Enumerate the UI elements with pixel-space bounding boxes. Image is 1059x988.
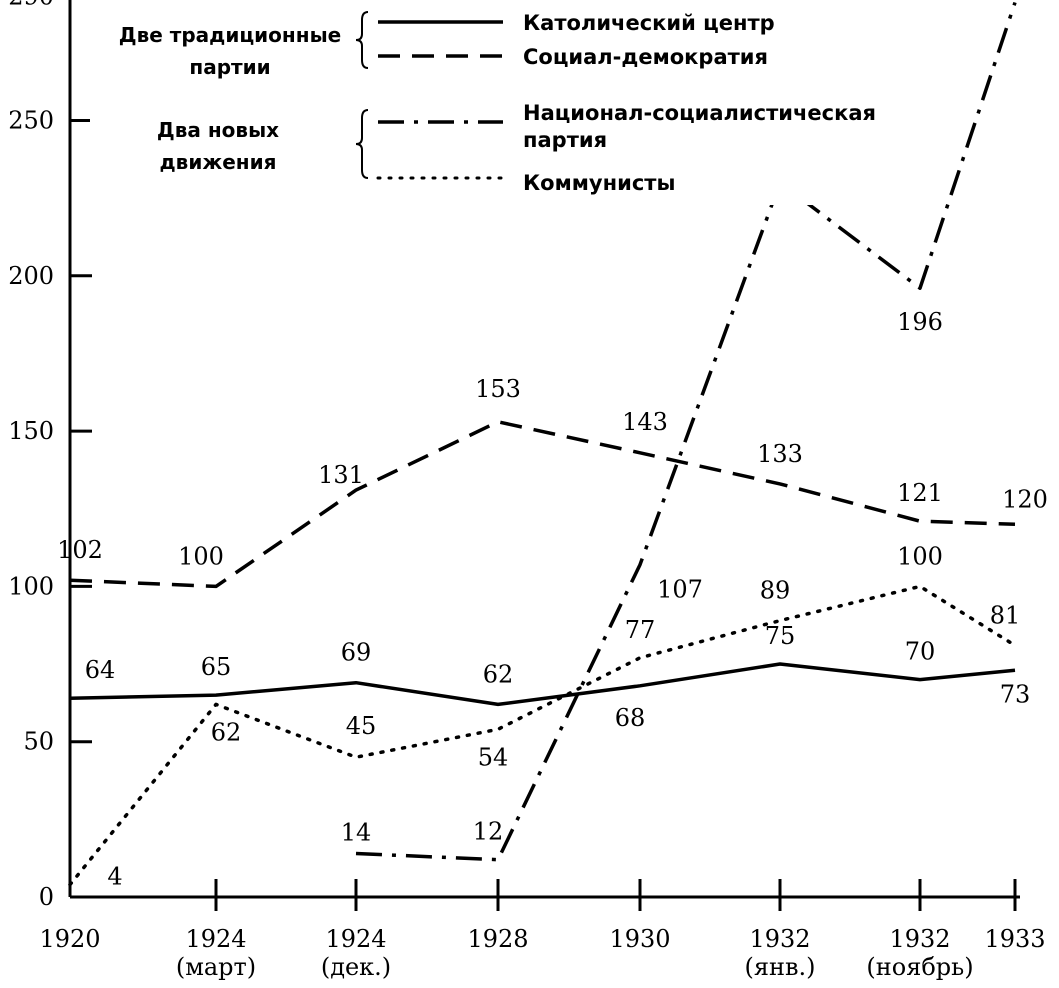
x-tick-label: 1932 <box>889 925 950 953</box>
x-tick-label: 1928 <box>467 925 528 953</box>
series-line-social-democracy <box>69 420 1016 589</box>
legend: Католический центр Социал-демократия Нацио… <box>90 0 930 205</box>
legend-brace <box>355 109 369 179</box>
data-label-catholic-center: 69 <box>341 639 372 667</box>
y-tick-label: 150 <box>8 417 54 445</box>
data-label-social-democracy: 102 <box>57 536 103 564</box>
legend-group-label: движения <box>160 150 277 174</box>
data-label-catholic-center: 64 <box>85 656 116 684</box>
legend-group-label: Две традиционные <box>119 23 341 47</box>
x-tick-sublabel: (март) <box>176 953 256 981</box>
data-label-social-democracy: 131 <box>318 461 364 489</box>
y-tick-label: 250 <box>8 107 54 135</box>
x-tick-label: 1932 <box>749 925 810 953</box>
data-label-communists: 89 <box>760 577 791 605</box>
y-tick-label: 290 <box>8 0 54 10</box>
legend-label-catholic-center: Католический центр <box>523 11 775 35</box>
legend-label-social-democracy: Социал-демократия <box>523 45 768 69</box>
x-tick-sublabel: (дек.) <box>321 953 391 981</box>
data-label-nsdap: 107 <box>657 576 703 604</box>
legend-label-communists: Коммунисты <box>523 171 675 195</box>
data-label-social-democracy: 120 <box>1002 485 1048 513</box>
data-label-social-democracy: 153 <box>475 375 521 403</box>
series-line-nsdap <box>355 1 1017 862</box>
data-label-communists: 77 <box>625 616 656 644</box>
data-labels: 64 65 69 62 68 75 70 73 102 100 131 153 143 133 121 120… <box>57 142 1048 891</box>
y-tick-label: 100 <box>8 572 54 600</box>
x-tick-sublabel: (ноябрь) <box>866 953 973 981</box>
x-tick-label: 1933 <box>984 925 1045 953</box>
data-label-social-democracy: 121 <box>897 479 943 507</box>
y-tick-label: 50 <box>23 728 54 756</box>
data-label-catholic-center: 75 <box>765 622 796 650</box>
legend-label-nsdap: партия <box>523 128 607 152</box>
legend-group-label: Два новых <box>157 118 279 142</box>
data-label-nsdap: 14 <box>341 819 372 847</box>
legend-group-label: партии <box>189 55 270 79</box>
data-label-catholic-center: 73 <box>1000 680 1031 708</box>
data-label-catholic-center: 70 <box>905 638 936 666</box>
data-label-social-democracy: 100 <box>178 542 224 570</box>
legend-label-nsdap: Национал-социалистическая <box>523 101 876 125</box>
data-label-communists: 62 <box>211 718 242 746</box>
data-label-catholic-center: 68 <box>615 704 646 732</box>
axes: 05010015020025029019201924(март)1924(дек… <box>8 0 1046 981</box>
x-tick-label: 1930 <box>609 925 670 953</box>
data-label-communists: 81 <box>990 601 1021 629</box>
x-tick-label: 1924 <box>185 925 246 953</box>
data-label-social-democracy: 143 <box>622 408 668 436</box>
legend-background <box>90 0 930 205</box>
data-label-social-democracy: 133 <box>757 440 803 468</box>
data-label-nsdap: 196 <box>897 308 943 336</box>
data-label-communists: 45 <box>346 712 377 740</box>
data-label-communists: 54 <box>478 743 509 771</box>
legend-brace <box>355 11 369 69</box>
x-tick-sublabel: (янв.) <box>744 953 815 981</box>
series-line-communists <box>68 584 1017 887</box>
data-label-catholic-center: 62 <box>483 660 514 688</box>
x-tick-label: 1924 <box>325 925 386 953</box>
data-label-communists: 100 <box>897 542 943 570</box>
data-label-nsdap: 12 <box>473 818 504 846</box>
y-tick-label: 200 <box>8 262 54 290</box>
data-label-communists: 4 <box>107 863 122 891</box>
y-tick-label: 0 <box>39 883 54 911</box>
series-lines <box>68 1 1017 887</box>
x-tick-label: 1920 <box>39 925 100 953</box>
data-label-catholic-center: 65 <box>201 653 232 681</box>
